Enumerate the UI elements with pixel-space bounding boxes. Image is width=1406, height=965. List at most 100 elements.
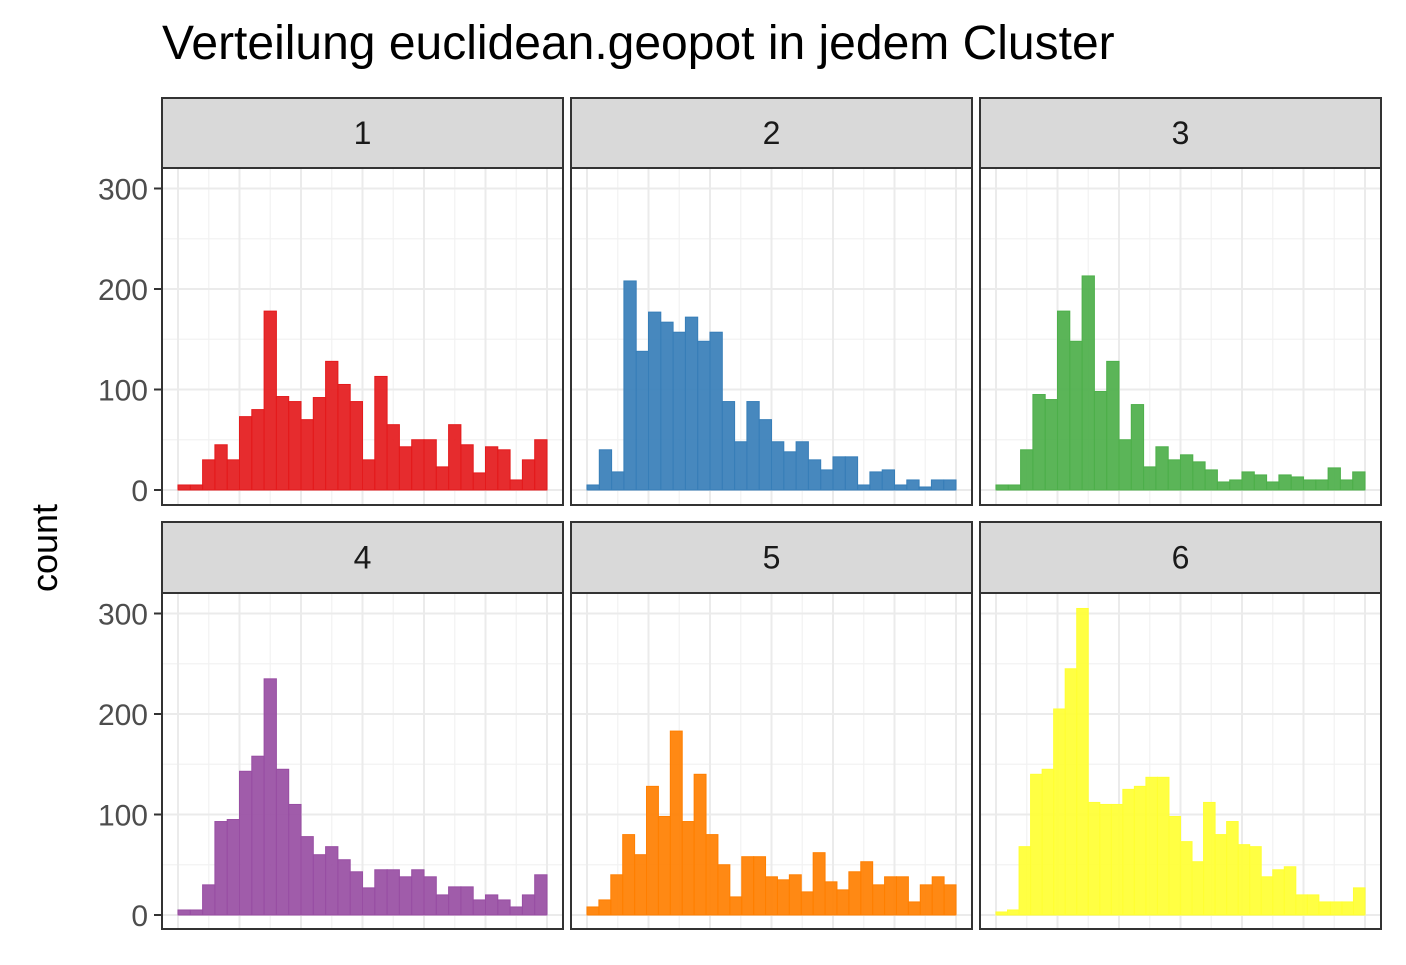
histogram-bar — [1295, 894, 1308, 916]
histogram-bar — [610, 874, 624, 916]
histogram-bar — [312, 397, 327, 491]
facet-label: 1 — [354, 115, 372, 151]
histogram-bar — [746, 401, 760, 491]
histogram-bar — [1122, 788, 1135, 916]
histogram-bar — [300, 419, 314, 491]
panel-border — [570, 167, 973, 506]
histogram-bar — [1007, 909, 1020, 916]
panel-border — [570, 592, 973, 930]
histogram-bar — [1155, 446, 1169, 491]
histogram-bar — [300, 836, 314, 916]
histogram-bar — [1032, 394, 1046, 491]
histogram-bar — [349, 871, 364, 916]
histogram-bar — [448, 424, 462, 491]
histogram-bar — [448, 886, 462, 916]
histogram-bar — [795, 441, 809, 491]
histogram-bar — [1283, 866, 1297, 916]
y-tick-label: 0 — [131, 475, 148, 508]
y-tick-label: 200 — [98, 274, 148, 307]
histogram-bar — [460, 886, 474, 916]
histogram-bar — [776, 879, 790, 916]
histogram-bar — [800, 891, 814, 916]
y-tick-label: 0 — [131, 900, 148, 933]
histogram-bar — [622, 834, 636, 916]
histogram-bar — [411, 869, 425, 916]
histogram-bar — [611, 471, 625, 491]
histogram-bar — [1057, 310, 1071, 491]
histogram-bar — [1214, 834, 1228, 916]
histogram-bar — [894, 484, 908, 491]
histogram-bar — [884, 876, 897, 916]
histogram-bar — [586, 906, 600, 916]
histogram-bar — [509, 906, 523, 916]
histogram-bar — [729, 896, 743, 916]
histogram-bar — [995, 911, 1009, 916]
histogram-bar — [844, 456, 859, 491]
histogram-bar — [214, 444, 228, 491]
histogram-bar — [1249, 846, 1262, 916]
histogram-bar — [349, 401, 364, 491]
histogram-bar — [1272, 869, 1285, 916]
histogram-bar — [288, 803, 302, 916]
y-tick-label: 100 — [98, 800, 148, 833]
histogram-bar — [239, 770, 253, 916]
histogram-bar — [943, 884, 957, 916]
histogram-bar — [807, 459, 822, 491]
histogram-bar — [275, 768, 290, 916]
histogram-bar — [907, 901, 921, 916]
histogram-bar — [1030, 773, 1043, 916]
y-tick-label: 200 — [98, 699, 148, 732]
histogram-bar — [497, 449, 511, 491]
y-tick-label: 300 — [98, 174, 148, 207]
facet-strip — [570, 97, 973, 169]
panel-border — [979, 167, 1382, 506]
histogram-bar — [386, 424, 400, 491]
histogram-bar — [202, 459, 216, 491]
histogram-bar — [1203, 801, 1216, 916]
histogram-bar — [1093, 391, 1108, 491]
histogram-bar — [860, 861, 874, 916]
histogram-bar — [836, 889, 850, 916]
chart-title: Verteilung euclidean.geopot in jedem Clu… — [162, 17, 1115, 70]
facet-label: 5 — [763, 540, 781, 576]
histogram-bar — [857, 484, 871, 491]
histogram-bar — [312, 854, 327, 916]
histogram-bar — [521, 894, 536, 916]
histogram-bar — [832, 456, 846, 491]
histogram-bar — [1229, 479, 1243, 491]
facet-label: 3 — [1172, 115, 1190, 151]
histogram-bar — [919, 884, 933, 916]
histogram-bar — [1191, 861, 1205, 916]
histogram-bar — [189, 909, 204, 916]
histogram-bar — [1156, 776, 1170, 916]
histogram-bar — [697, 340, 711, 491]
histogram-bar — [657, 816, 671, 916]
histogram-bar — [423, 876, 437, 916]
histogram-bar — [753, 856, 767, 916]
histogram-bar — [485, 446, 499, 491]
histogram-bar — [177, 484, 191, 491]
histogram-bar — [386, 869, 400, 916]
histogram-bar — [741, 856, 755, 916]
histogram-bar — [681, 821, 695, 916]
panel-border — [979, 592, 1382, 930]
histogram-bar — [275, 396, 290, 491]
histogram-bar — [1303, 479, 1317, 491]
histogram-bar — [709, 331, 723, 491]
histogram-bar — [1204, 469, 1218, 491]
histogram-bar — [660, 321, 674, 491]
histogram-bar — [325, 360, 339, 491]
histogram-bar — [1106, 360, 1120, 491]
histogram-bar — [820, 469, 834, 491]
histogram-bar — [325, 846, 339, 916]
histogram-bar — [1339, 479, 1354, 491]
histogram-bar — [693, 773, 707, 916]
histogram-bar — [1007, 484, 1022, 491]
histogram-bar — [1352, 471, 1366, 491]
histogram-bar — [623, 280, 637, 491]
histogram-bar — [1306, 894, 1320, 916]
histogram-bar — [398, 876, 413, 916]
histogram-bar — [943, 479, 957, 491]
histogram-bar — [717, 864, 731, 916]
